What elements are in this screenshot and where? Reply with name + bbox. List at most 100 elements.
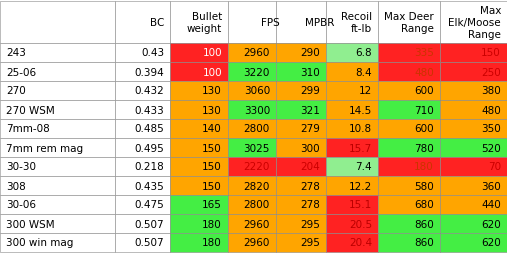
Text: 150: 150: [202, 181, 222, 191]
Text: 480: 480: [414, 67, 434, 77]
Bar: [276, 233, 326, 252]
Bar: [228, 44, 276, 63]
Text: 0.432: 0.432: [134, 86, 164, 96]
Text: 580: 580: [414, 181, 434, 191]
Text: 70: 70: [488, 162, 501, 172]
Text: 300: 300: [300, 143, 320, 153]
Bar: [170, 44, 228, 63]
Bar: [440, 157, 507, 176]
Text: 10.8: 10.8: [349, 124, 372, 134]
Text: 2800: 2800: [244, 200, 270, 210]
Bar: [170, 214, 228, 233]
Text: 150: 150: [481, 48, 501, 58]
Text: 6.8: 6.8: [355, 48, 372, 58]
Text: 299: 299: [300, 86, 320, 96]
Bar: [440, 101, 507, 120]
Bar: [170, 2, 228, 44]
Text: 150: 150: [202, 143, 222, 153]
Text: Max Deer
Range: Max Deer Range: [384, 12, 434, 34]
Bar: [326, 63, 378, 82]
Text: 780: 780: [414, 143, 434, 153]
Bar: [170, 138, 228, 157]
Bar: [440, 2, 507, 44]
Bar: [326, 82, 378, 101]
Text: BC: BC: [150, 18, 164, 28]
Text: 0.433: 0.433: [134, 105, 164, 115]
Bar: [0, 233, 115, 252]
Bar: [378, 120, 440, 138]
Text: 321: 321: [300, 105, 320, 115]
Bar: [170, 101, 228, 120]
Text: MPBR: MPBR: [305, 18, 335, 28]
Text: 30-06: 30-06: [6, 200, 36, 210]
Text: 860: 860: [414, 219, 434, 229]
Bar: [170, 157, 228, 176]
Text: 100: 100: [202, 67, 222, 77]
Bar: [228, 214, 276, 233]
Text: 270 WSM: 270 WSM: [6, 105, 55, 115]
Text: 0.435: 0.435: [134, 181, 164, 191]
Text: 620: 620: [481, 219, 501, 229]
Text: 180: 180: [202, 219, 222, 229]
Bar: [378, 233, 440, 252]
Bar: [170, 233, 228, 252]
Text: 290: 290: [300, 48, 320, 58]
Text: 3060: 3060: [244, 86, 270, 96]
Bar: [276, 82, 326, 101]
Bar: [228, 157, 276, 176]
Text: Max
Elk/Moose
Range: Max Elk/Moose Range: [448, 6, 501, 39]
Text: 3025: 3025: [244, 143, 270, 153]
Text: 8.4: 8.4: [355, 67, 372, 77]
Bar: [228, 138, 276, 157]
Bar: [378, 214, 440, 233]
Bar: [228, 233, 276, 252]
Bar: [0, 157, 115, 176]
Text: 279: 279: [300, 124, 320, 134]
Text: 15.1: 15.1: [349, 200, 372, 210]
Text: 300 WSM: 300 WSM: [6, 219, 55, 229]
Text: 15.7: 15.7: [349, 143, 372, 153]
Bar: [378, 2, 440, 44]
Text: 0.485: 0.485: [134, 124, 164, 134]
Bar: [378, 63, 440, 82]
Text: 3300: 3300: [244, 105, 270, 115]
Bar: [115, 233, 170, 252]
Bar: [440, 138, 507, 157]
Bar: [440, 176, 507, 195]
Bar: [378, 157, 440, 176]
Bar: [0, 176, 115, 195]
Text: 0.43: 0.43: [141, 48, 164, 58]
Text: 20.5: 20.5: [349, 219, 372, 229]
Bar: [378, 82, 440, 101]
Text: 295: 295: [300, 219, 320, 229]
Text: 0.507: 0.507: [134, 237, 164, 248]
Bar: [0, 120, 115, 138]
Text: 30-30: 30-30: [6, 162, 36, 172]
Text: 600: 600: [414, 86, 434, 96]
Text: 2820: 2820: [244, 181, 270, 191]
Bar: [170, 120, 228, 138]
Bar: [115, 82, 170, 101]
Text: 180: 180: [202, 237, 222, 248]
Bar: [440, 63, 507, 82]
Bar: [228, 63, 276, 82]
Text: 150: 150: [202, 162, 222, 172]
Bar: [115, 101, 170, 120]
Bar: [0, 82, 115, 101]
Text: 295: 295: [300, 237, 320, 248]
Text: 0.507: 0.507: [134, 219, 164, 229]
Text: 350: 350: [481, 124, 501, 134]
Text: 243: 243: [6, 48, 26, 58]
Text: 130: 130: [202, 86, 222, 96]
Text: 620: 620: [481, 237, 501, 248]
Bar: [326, 233, 378, 252]
Text: 308: 308: [6, 181, 26, 191]
Bar: [326, 214, 378, 233]
Bar: [228, 120, 276, 138]
Bar: [440, 195, 507, 214]
Bar: [440, 233, 507, 252]
Text: 20.4: 20.4: [349, 237, 372, 248]
Bar: [378, 138, 440, 157]
Bar: [0, 63, 115, 82]
Text: 14.5: 14.5: [349, 105, 372, 115]
